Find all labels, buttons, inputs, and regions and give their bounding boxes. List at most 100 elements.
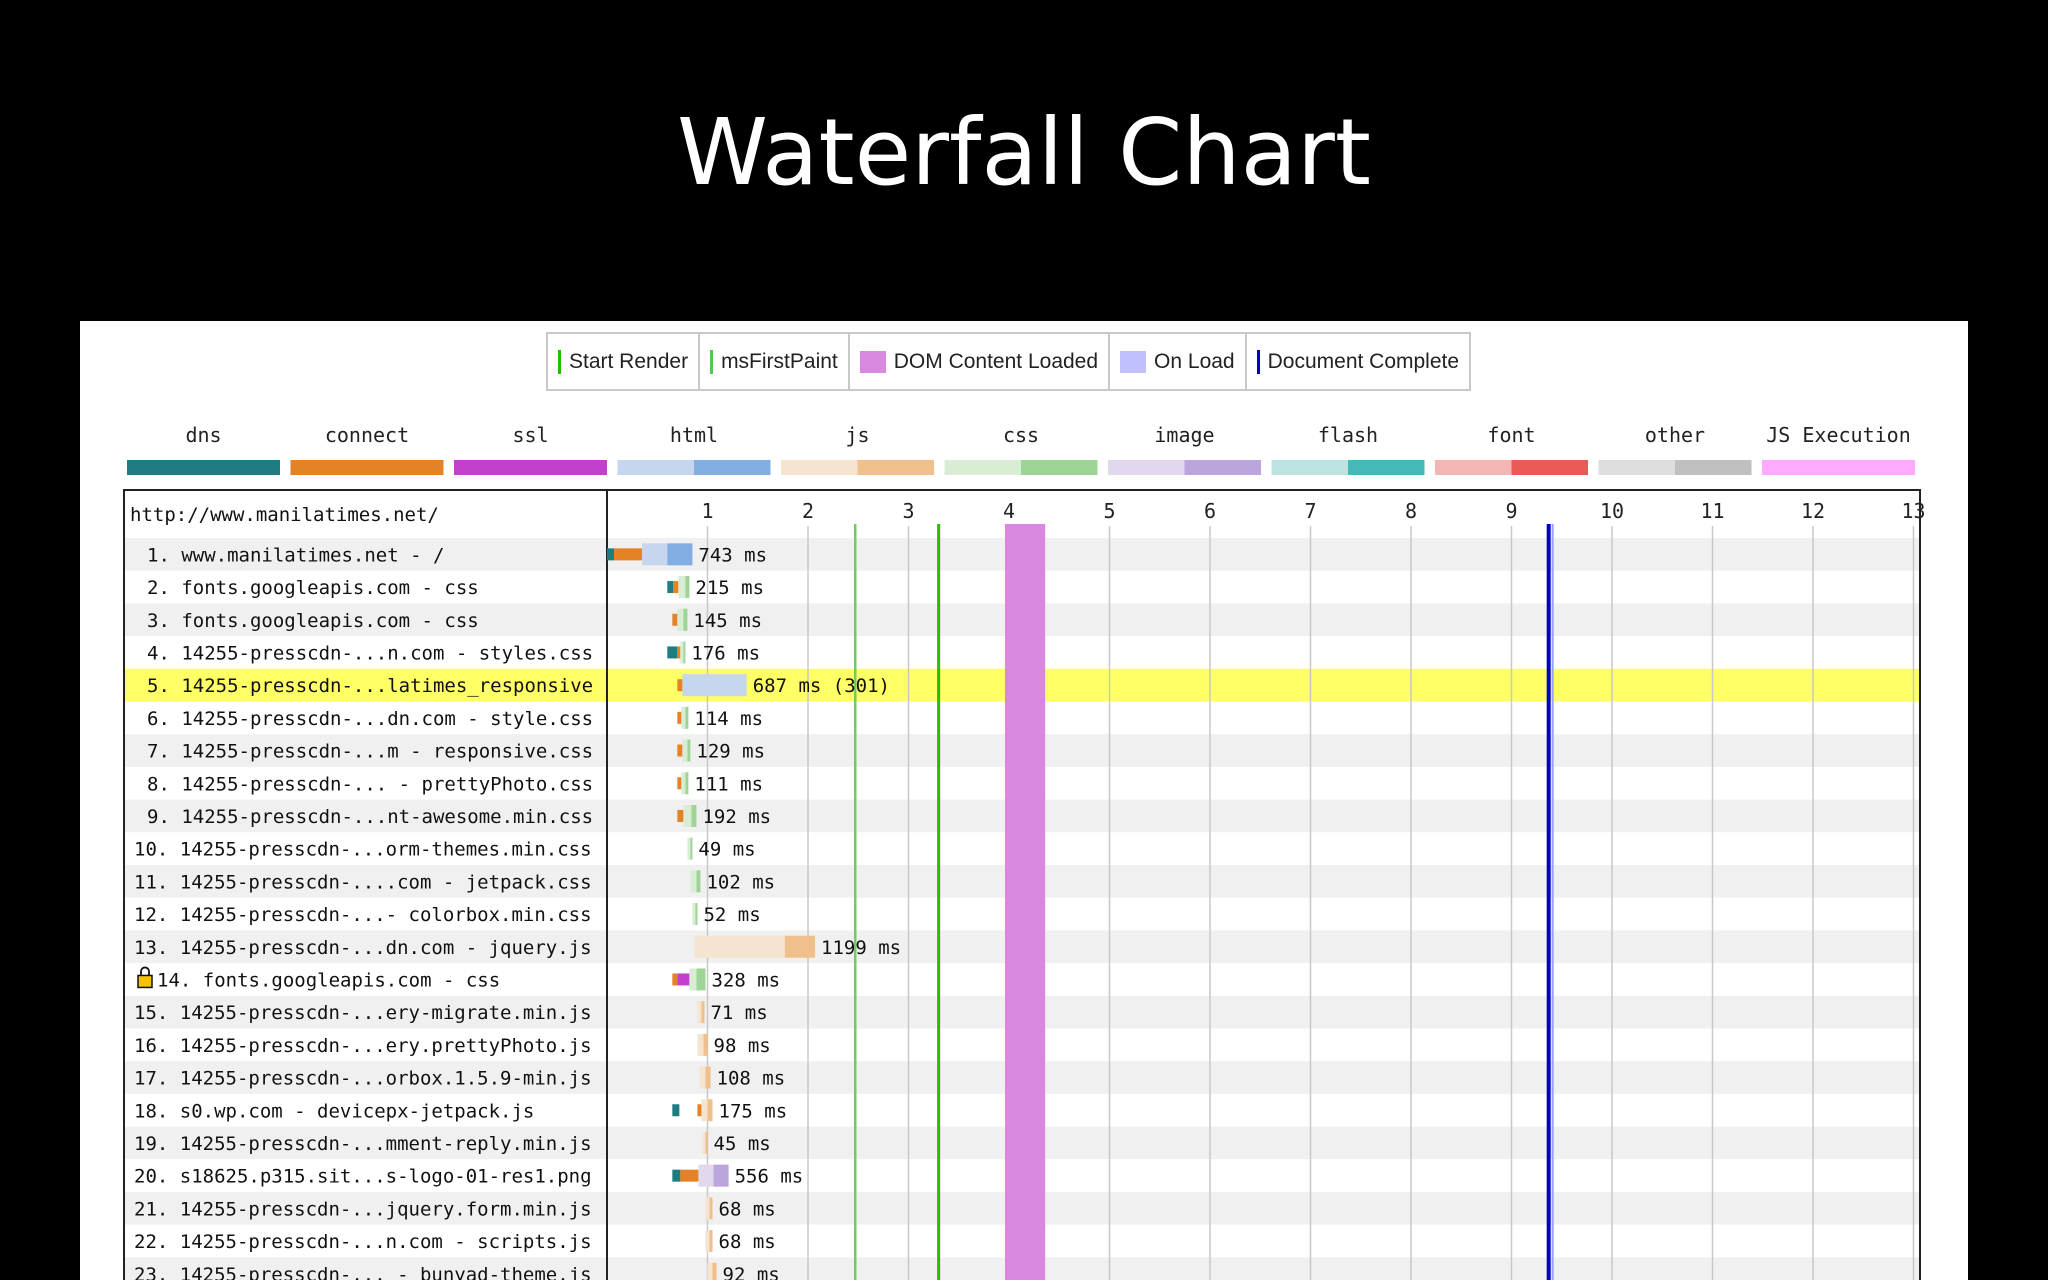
download-segment bbox=[713, 1164, 729, 1187]
legend-swatch bbox=[1271, 460, 1348, 475]
waterfall-chart: dns connect ssl html js css image flash font othe… bbox=[123, 423, 1926, 1280]
legend-swatch bbox=[1435, 460, 1512, 475]
legend-swatch bbox=[1762, 460, 1839, 475]
wait-segment bbox=[682, 674, 747, 697]
download-segment bbox=[683, 641, 686, 664]
milestone-label: msFirstPaint bbox=[721, 349, 838, 373]
download-segment bbox=[712, 1262, 717, 1280]
milestone-label: Start Render bbox=[569, 349, 689, 373]
milestone-item: Document Complete bbox=[1247, 334, 1469, 389]
wait-segment bbox=[694, 935, 785, 958]
request-label: 20. s18625.p315.sit...s-logo-01-res1.png bbox=[134, 1166, 592, 1188]
legend-label: connect bbox=[325, 423, 409, 447]
download-segment bbox=[709, 1230, 713, 1253]
legend-swatch bbox=[1511, 460, 1588, 475]
lock-icon bbox=[137, 966, 153, 989]
connect-segment bbox=[697, 1104, 702, 1117]
x-tick-label: 12 bbox=[1801, 499, 1825, 523]
request-label: 7. 14255-presscdn-...m - responsive.css bbox=[147, 741, 593, 763]
legend-swatch bbox=[454, 460, 531, 475]
x-tick-label: 7 bbox=[1304, 499, 1316, 523]
connect-segment bbox=[677, 809, 684, 822]
download-segment bbox=[705, 1066, 711, 1089]
x-tick-label: 2 bbox=[802, 499, 814, 523]
request-duration: 176 ms bbox=[691, 642, 760, 664]
download-segment bbox=[709, 1197, 713, 1220]
download-segment bbox=[667, 543, 693, 566]
milestone-label: On Load bbox=[1154, 349, 1235, 373]
wait-segment bbox=[642, 543, 668, 566]
request-label: 14. fonts.googleapis.com - css bbox=[157, 969, 500, 991]
legend-swatch bbox=[1184, 460, 1261, 475]
dom-content-loaded-marker bbox=[1004, 524, 1046, 1280]
request-label: 23. 14255-presscdn-... - bunyad-theme.js bbox=[134, 1264, 592, 1280]
download-segment bbox=[784, 935, 816, 958]
legend-swatch bbox=[290, 460, 367, 475]
wait-segment bbox=[697, 1001, 702, 1024]
table-frame bbox=[123, 489, 1921, 1280]
legend-label: html bbox=[670, 423, 718, 447]
request-label: 3. fonts.googleapis.com - css bbox=[147, 610, 479, 632]
request-duration: 68 ms bbox=[719, 1198, 776, 1220]
request-duration: 68 ms bbox=[719, 1231, 776, 1253]
download-segment bbox=[691, 804, 697, 827]
dns-segment bbox=[672, 1104, 680, 1117]
download-segment bbox=[705, 1131, 708, 1154]
request-duration: 108 ms bbox=[717, 1068, 786, 1090]
request-label: 1. www.manilatimes.net - / bbox=[147, 544, 444, 566]
wait-segment bbox=[687, 837, 691, 860]
request-label: 10. 14255-presscdn-...orm-themes.min.css bbox=[134, 839, 592, 861]
request-duration: 52 ms bbox=[703, 904, 760, 926]
download-segment bbox=[687, 739, 691, 762]
milestone-label: Document Complete bbox=[1267, 349, 1460, 373]
request-duration: 328 ms bbox=[711, 969, 780, 991]
x-tick-label: 9 bbox=[1505, 499, 1517, 523]
connect-segment bbox=[677, 646, 681, 659]
x-tick-label: 6 bbox=[1204, 499, 1216, 523]
waterfall-panel: Start Render msFirstPaint DOM Content Load… bbox=[80, 321, 1968, 1280]
request-label: 21. 14255-presscdn-...jquery.form.min.js bbox=[134, 1198, 592, 1220]
legend-swatch bbox=[127, 460, 204, 475]
wait-segment bbox=[699, 1066, 706, 1089]
lock-shackle bbox=[140, 966, 150, 976]
ssl-segment bbox=[677, 973, 690, 986]
x-tick-label: 11 bbox=[1700, 499, 1724, 523]
request-label: 15. 14255-presscdn-...ery-migrate.min.js bbox=[134, 1002, 592, 1024]
wait-segment bbox=[705, 1197, 710, 1220]
legend-label: image bbox=[1154, 423, 1214, 447]
connect-segment bbox=[677, 711, 682, 724]
wait-segment bbox=[680, 641, 684, 664]
legend-label: font bbox=[1487, 423, 1535, 447]
request-duration: 556 ms bbox=[735, 1166, 804, 1188]
request-duration: 192 ms bbox=[702, 806, 771, 828]
request-duration: 175 ms bbox=[719, 1100, 788, 1122]
request-label: 5. 14255-presscdn-...latimes_responsive bbox=[147, 675, 593, 697]
connect-segment bbox=[614, 548, 643, 561]
legend-label: JS Execution bbox=[1766, 423, 1911, 447]
wait-segment bbox=[698, 1164, 714, 1187]
download-segment bbox=[703, 1033, 708, 1056]
wait-segment bbox=[705, 1230, 710, 1253]
request-duration: 129 ms bbox=[696, 741, 765, 763]
connect-segment bbox=[672, 973, 678, 986]
connect-segment bbox=[677, 679, 683, 692]
legend-swatch bbox=[1108, 460, 1185, 475]
dns-segment bbox=[672, 1169, 681, 1182]
milestone-swatch bbox=[859, 350, 886, 373]
slide-title: Waterfall Chart bbox=[677, 99, 1371, 206]
legend-swatch bbox=[694, 460, 771, 475]
legend-swatch bbox=[857, 460, 934, 475]
milestone-item: On Load bbox=[1110, 334, 1247, 389]
wait-segment bbox=[690, 870, 697, 893]
x-tick-label: 10 bbox=[1600, 499, 1624, 523]
request-duration: 102 ms bbox=[706, 871, 775, 893]
x-tick-label: 8 bbox=[1405, 499, 1417, 523]
request-duration: 687 ms (301) bbox=[753, 675, 890, 697]
download-segment bbox=[685, 706, 689, 729]
request-duration: 111 ms bbox=[694, 773, 763, 795]
request-duration: 215 ms bbox=[695, 577, 764, 599]
milestone-legend: Start Render msFirstPaint DOM Content Load… bbox=[546, 332, 1472, 391]
legend-swatch bbox=[1838, 460, 1915, 475]
request-label: 6. 14255-presscdn-...dn.com - style.css bbox=[147, 708, 593, 730]
wait-segment bbox=[707, 1262, 713, 1280]
